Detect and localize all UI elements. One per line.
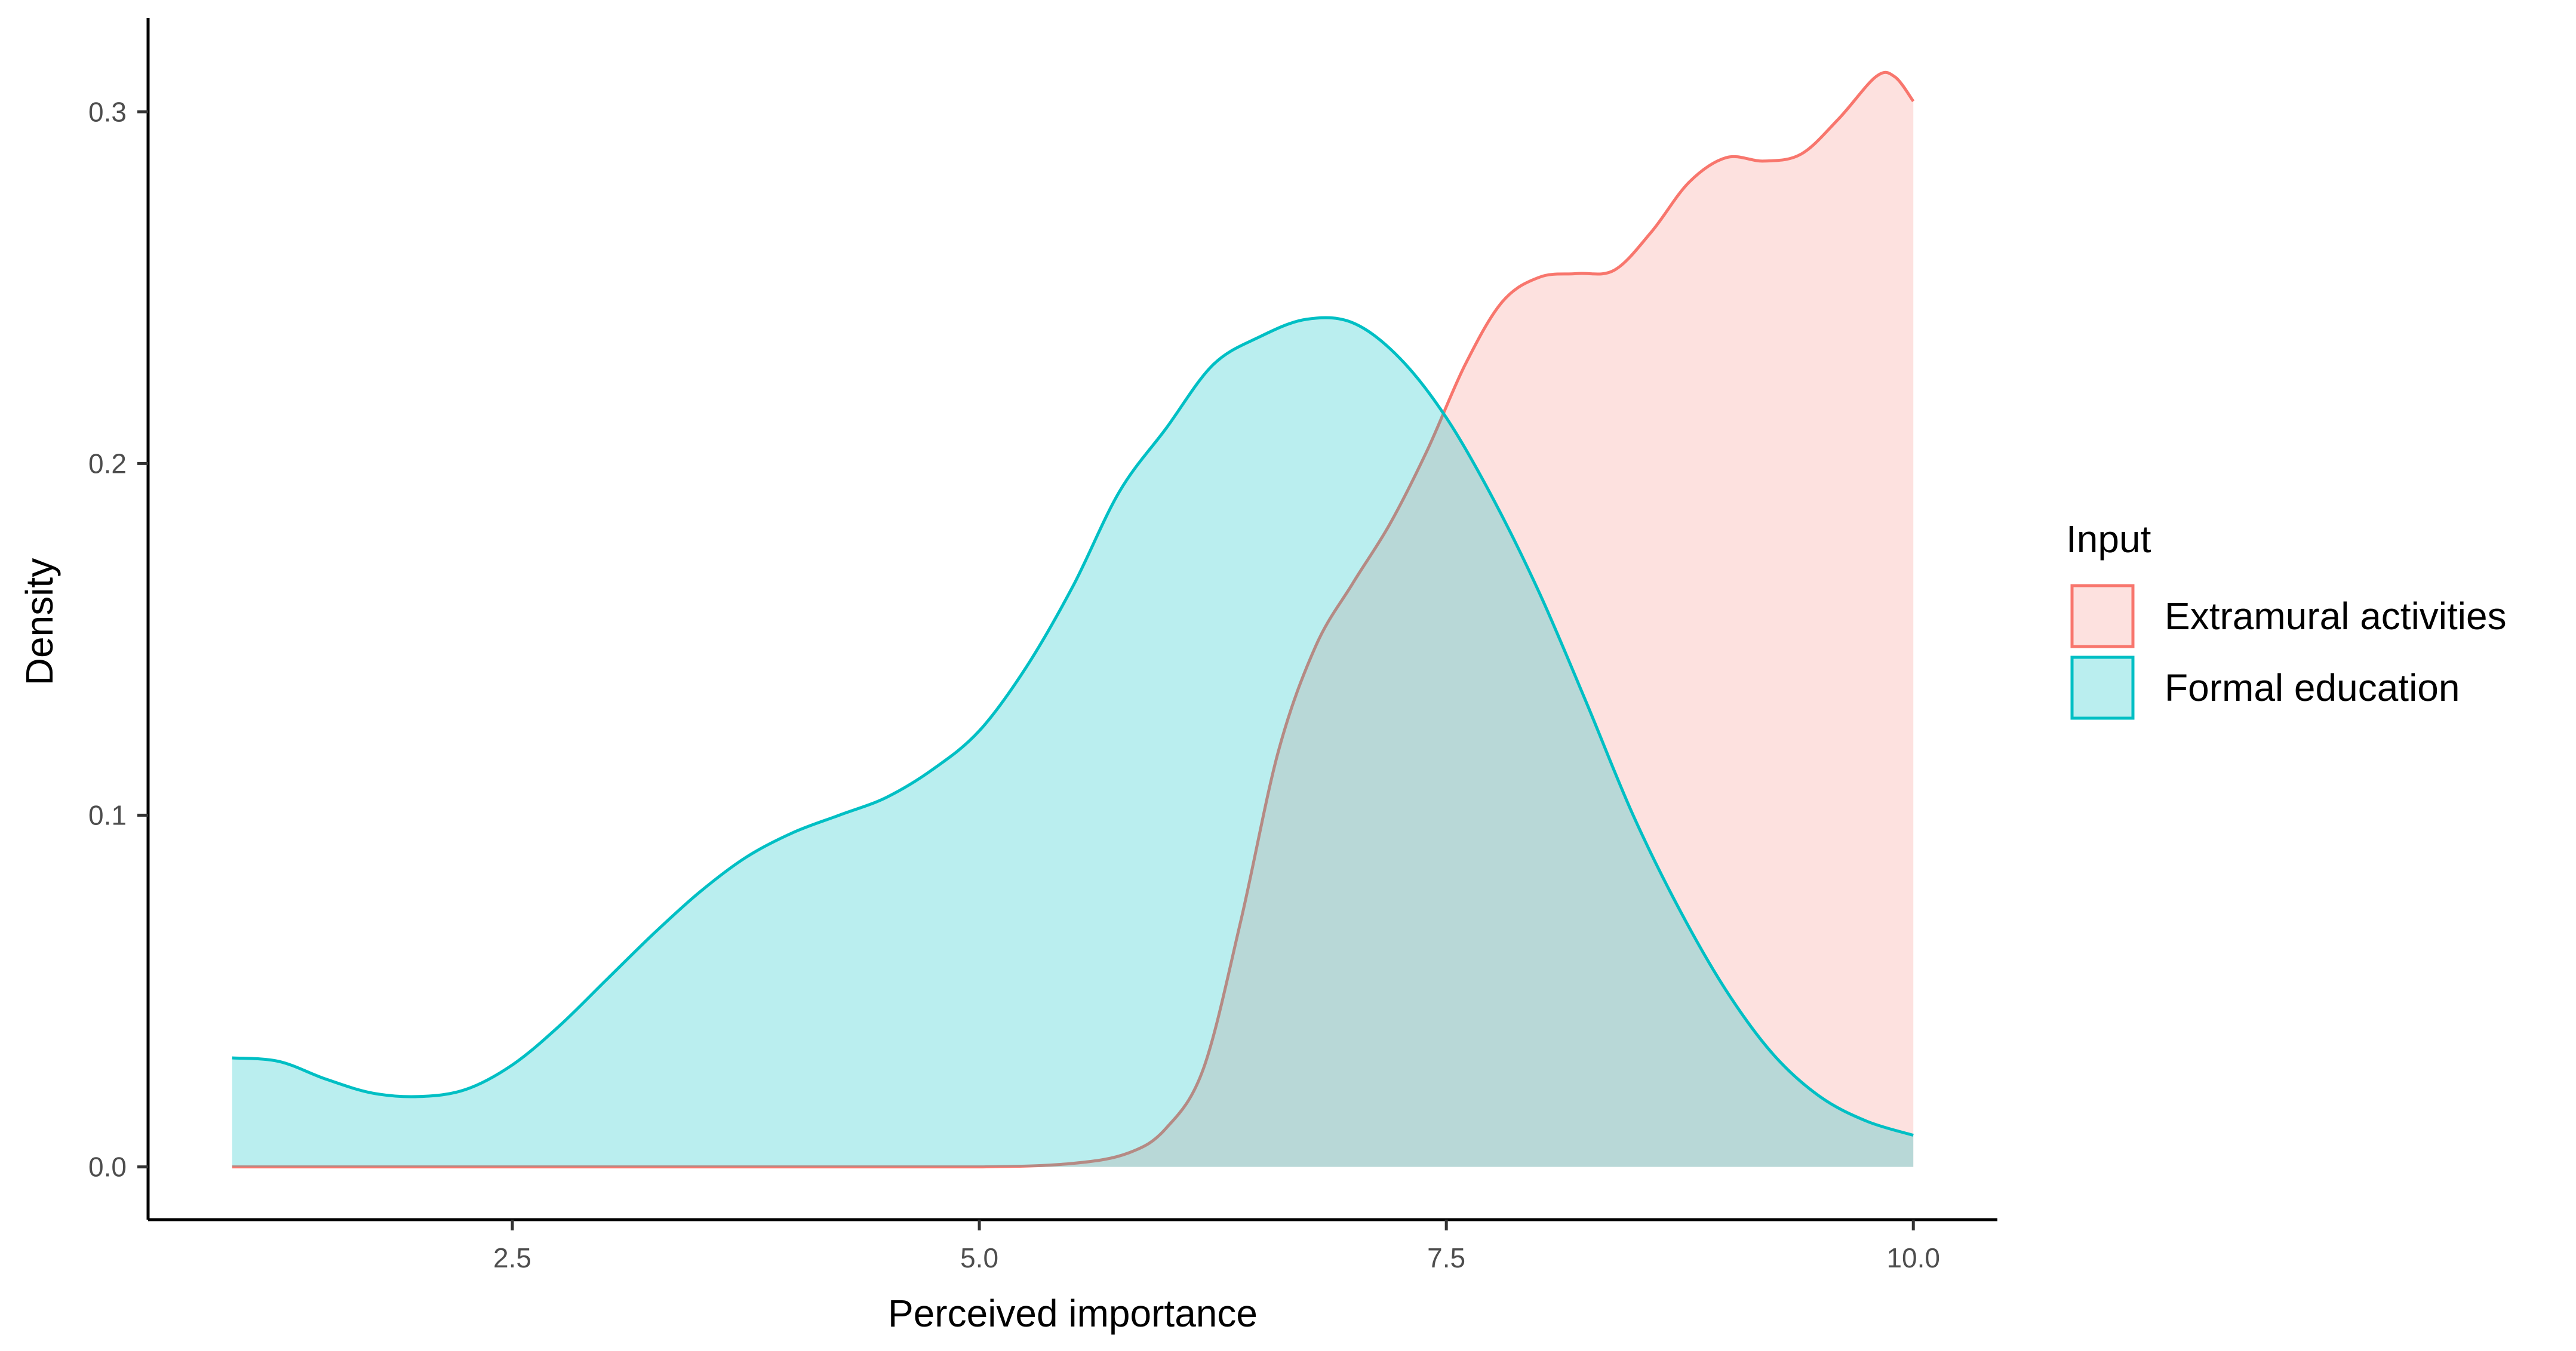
x-tick-label: 5.0 (960, 1242, 998, 1273)
series-extramural-activities (232, 70, 1915, 1169)
density-area-extramural-activities (232, 72, 1914, 1167)
density-areas (232, 70, 1915, 1169)
y-axis-title: Density (18, 558, 61, 685)
legend-title: Input (2066, 518, 2151, 561)
y-axis-ticks: 0.0 0.1 0.2 0.3 (88, 96, 148, 1183)
legend-swatch (2070, 656, 2135, 720)
legend-key-background (2070, 584, 2135, 648)
legend-items: Extramural activities Formal education (2070, 584, 2507, 720)
legend-item-extramural-activities: Extramural activities (2070, 584, 2507, 648)
series-formal-education (232, 316, 1914, 1167)
density-line-formal-education (232, 316, 1914, 1137)
density-line-extramural-activities (232, 70, 1915, 1169)
y-tick-label: 0.2 (88, 448, 127, 479)
x-axis-ticks: 2.5 5.0 7.5 10.0 (493, 1220, 1940, 1273)
y-tick-label: 0.1 (88, 800, 127, 831)
x-axis-title: Perceived importance (888, 1292, 1258, 1335)
x-tick-label: 10.0 (1886, 1242, 1940, 1273)
legend-key-background (2070, 656, 2135, 720)
y-tick-label: 0.0 (88, 1152, 127, 1183)
legend-label: Formal education (2165, 666, 2460, 709)
y-tick-label: 0.3 (88, 96, 127, 127)
legend-item-formal-education: Formal education (2070, 656, 2460, 720)
legend-swatch (2070, 584, 2135, 648)
x-tick-label: 2.5 (493, 1242, 531, 1273)
legend: Input Extramural activities Formal educat… (2066, 518, 2507, 720)
density-area-formal-education (232, 318, 1914, 1167)
axes: 2.5 5.0 7.5 10.0 0.0 0.1 0.2 0.3 (88, 18, 1997, 1273)
x-tick-label: 7.5 (1427, 1242, 1465, 1273)
legend-label: Extramural activities (2165, 595, 2507, 638)
